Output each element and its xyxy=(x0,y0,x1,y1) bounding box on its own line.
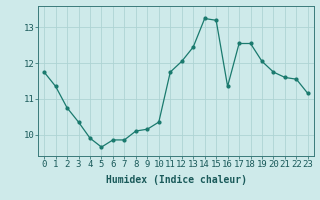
X-axis label: Humidex (Indice chaleur): Humidex (Indice chaleur) xyxy=(106,175,246,185)
